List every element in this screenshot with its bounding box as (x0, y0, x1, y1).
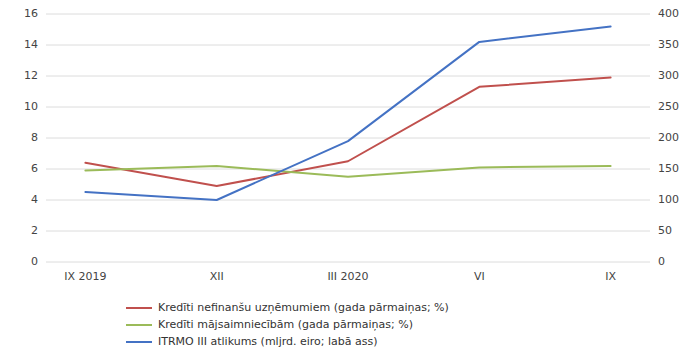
y2-tick-label: 300 (658, 69, 679, 82)
y-tick-label: 0 (31, 255, 38, 268)
legend-label: ITRMO III atlikums (mljrd. eiro; labā as… (158, 335, 378, 348)
y-tick-label: 2 (31, 224, 38, 237)
y2-tick-label: 400 (658, 7, 679, 20)
chart: 0 2 4 6 8 10 12 14 16 0 50 100 150 200 250 300 350 400 IX … (0, 0, 700, 355)
grid-line (46, 45, 650, 46)
x-tick-label: III 2020 (327, 270, 368, 283)
series-line (85, 166, 610, 177)
lines (85, 26, 610, 200)
y-tick-label: 14 (24, 38, 38, 51)
x-tick-label: IX 2019 (64, 270, 106, 283)
grid-line (46, 231, 650, 232)
y2-tick-label: 200 (658, 131, 679, 144)
x-tick-label: XII (210, 270, 224, 283)
grid-line (46, 107, 650, 108)
series-line (85, 78, 610, 187)
y2-tick-label: 350 (658, 38, 679, 51)
legend-swatch (126, 324, 152, 326)
y2-tick-label: 100 (658, 193, 679, 206)
axes: 0 2 4 6 8 10 12 14 16 0 50 100 150 200 250 300 350 400 IX … (24, 7, 679, 283)
grid-line (46, 14, 650, 15)
legend: Kredīti nefinanšu uzņēmumiem (gada pārma… (126, 301, 449, 348)
x-tick-label: IX (605, 270, 616, 283)
y-tick-label: 4 (31, 193, 38, 206)
y2-tick-label: 250 (658, 100, 679, 113)
grid-line (46, 200, 650, 201)
legend-label: Kredīti nefinanšu uzņēmumiem (gada pārma… (158, 301, 449, 314)
legend-swatch (126, 307, 152, 309)
y-tick-label: 12 (24, 69, 38, 82)
legend-swatch (126, 341, 152, 343)
x-tick-label: VI (474, 270, 485, 283)
y-tick-label: 16 (24, 7, 38, 20)
grid-line (46, 262, 650, 263)
y-tick-label: 10 (24, 100, 38, 113)
y2-tick-label: 150 (658, 162, 679, 175)
legend-label: Kredīti mājsaimniecībām (gada pārmaiņas;… (158, 318, 413, 331)
grid-line (46, 76, 650, 77)
y2-tick-label: 0 (658, 255, 665, 268)
y-tick-label: 8 (31, 131, 38, 144)
grid-line (46, 138, 650, 139)
series-line (85, 26, 610, 200)
y2-tick-label: 50 (658, 224, 672, 237)
y-tick-label: 6 (31, 162, 38, 175)
